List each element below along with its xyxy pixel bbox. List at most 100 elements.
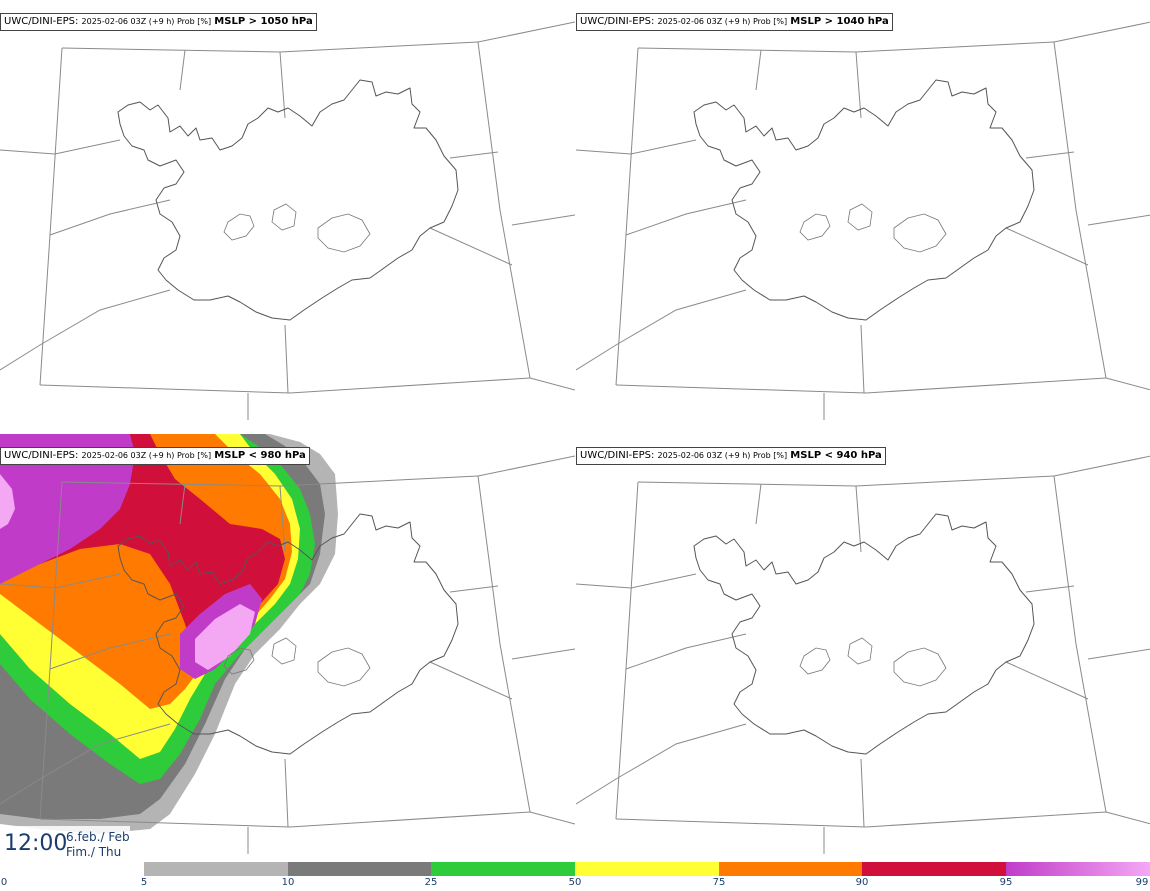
region-boundary bbox=[1025, 151, 1075, 159]
colorbar-segment bbox=[144, 862, 288, 876]
glacier-outline bbox=[893, 213, 947, 253]
region-boundary bbox=[576, 289, 747, 371]
glacier-outline bbox=[317, 647, 371, 687]
region-boundary bbox=[860, 324, 865, 394]
panel-title: UWC/DINI-EPS: 2025-02-06 03Z (+9 h) Prob… bbox=[0, 447, 310, 465]
coastline bbox=[693, 79, 1035, 321]
region-boundary bbox=[449, 151, 499, 159]
region-boundary bbox=[615, 377, 1107, 394]
map-base bbox=[0, 455, 575, 854]
valid-date-line1: 6.feb./ Feb bbox=[66, 830, 130, 844]
region-boundary bbox=[1005, 661, 1089, 700]
region-boundary bbox=[0, 723, 171, 805]
region-boundary bbox=[855, 51, 862, 119]
region-boundary bbox=[576, 723, 747, 805]
region-boundary bbox=[1087, 214, 1150, 226]
region-boundary bbox=[511, 648, 575, 660]
region-boundary bbox=[755, 483, 762, 525]
region-boundary bbox=[284, 324, 289, 394]
region-boundary bbox=[1053, 455, 1150, 477]
region-boundary bbox=[0, 573, 121, 589]
region-boundary bbox=[637, 41, 1055, 53]
map-panel-mslp-gt-1040: UWC/DINI-EPS: 2025-02-06 03Z (+9 h) Prob… bbox=[576, 0, 1150, 433]
region-boundary bbox=[576, 573, 697, 589]
glacier-outline bbox=[847, 637, 873, 665]
region-boundary bbox=[49, 199, 171, 236]
colorbar-segment bbox=[719, 862, 862, 876]
region-boundary bbox=[1087, 648, 1150, 660]
region-boundary bbox=[0, 139, 121, 155]
panel-title: UWC/DINI-EPS: 2025-02-06 03Z (+9 h) Prob… bbox=[576, 447, 886, 465]
colorbar-tick-label: 10 bbox=[281, 877, 295, 888]
colorbar-segment bbox=[0, 862, 144, 876]
region-boundary bbox=[1105, 377, 1150, 391]
glacier-outline bbox=[223, 647, 255, 675]
valid-date-line2: Fim./ Thu bbox=[66, 845, 122, 859]
prob-band-99-100 bbox=[0, 474, 255, 670]
colorbar-segment bbox=[1006, 862, 1150, 876]
colorbar-segment bbox=[862, 862, 1006, 876]
glacier-outline bbox=[317, 213, 371, 253]
probability-colorbar: 0 5 10 25 50 75 90 95 99 bbox=[0, 862, 1150, 891]
coastline bbox=[117, 79, 459, 321]
region-boundary bbox=[855, 485, 862, 553]
region-boundary bbox=[511, 214, 575, 226]
region-boundary bbox=[429, 661, 513, 700]
region-boundary bbox=[61, 41, 479, 53]
glacier-outline bbox=[847, 203, 873, 231]
panel-title: UWC/DINI-EPS: 2025-02-06 03Z (+9 h) Prob… bbox=[0, 13, 317, 31]
glacier-outline bbox=[271, 203, 297, 231]
colorbar-tick-label: 95 bbox=[999, 877, 1013, 888]
region-boundary bbox=[39, 811, 531, 828]
region-boundary bbox=[625, 199, 747, 236]
region-boundary bbox=[39, 377, 531, 394]
region-boundary bbox=[179, 483, 186, 525]
colorbar-segment bbox=[431, 862, 575, 876]
region-boundary bbox=[625, 633, 747, 670]
map-panel-mslp-gt-1050: UWC/DINI-EPS: 2025-02-06 03Z (+9 h) Prob… bbox=[0, 0, 575, 433]
region-boundary bbox=[1005, 227, 1089, 266]
coastline bbox=[693, 513, 1035, 755]
region-boundary bbox=[1053, 475, 1107, 813]
region-boundary bbox=[529, 377, 575, 391]
valid-time: 12:00 bbox=[4, 831, 68, 856]
region-boundary bbox=[637, 475, 1055, 487]
glacier-outline bbox=[223, 213, 255, 241]
colorbar-segment bbox=[288, 862, 431, 876]
region-boundary bbox=[429, 227, 513, 266]
region-boundary bbox=[1053, 41, 1107, 379]
colorbar-tick-label: 99 bbox=[1135, 877, 1149, 888]
region-boundary bbox=[49, 633, 171, 670]
region-boundary bbox=[477, 475, 531, 813]
colorbar-tick-label: 75 bbox=[712, 877, 726, 888]
colorbar-tick-label: 50 bbox=[568, 877, 582, 888]
glacier-outline bbox=[893, 647, 947, 687]
glacier-outline bbox=[799, 213, 831, 241]
region-boundary bbox=[576, 139, 697, 155]
region-boundary bbox=[755, 49, 762, 91]
coastline bbox=[117, 513, 459, 755]
map-panel-mslp-lt-940: UWC/DINI-EPS: 2025-02-06 03Z (+9 h) Prob… bbox=[576, 434, 1150, 867]
colorbar-tick-label: 0 bbox=[0, 877, 8, 888]
valid-time-box: 12:00 6.feb./ Feb Fim./ Thu bbox=[0, 826, 130, 862]
region-boundary bbox=[529, 811, 575, 825]
colorbar-tick-label: 5 bbox=[140, 877, 148, 888]
panel-title: UWC/DINI-EPS: 2025-02-06 03Z (+9 h) Prob… bbox=[576, 13, 893, 31]
region-boundary bbox=[449, 585, 499, 593]
region-boundary bbox=[284, 758, 289, 828]
region-boundary bbox=[477, 21, 575, 43]
region-boundary bbox=[477, 41, 531, 379]
region-boundary bbox=[0, 289, 171, 371]
map-base bbox=[0, 21, 575, 420]
region-boundary bbox=[179, 49, 186, 91]
region-boundary bbox=[477, 455, 575, 477]
glacier-outline bbox=[799, 647, 831, 675]
region-boundary bbox=[615, 811, 1107, 828]
colorbar-segment bbox=[575, 862, 719, 876]
glacier-outline bbox=[271, 637, 297, 665]
region-boundary bbox=[279, 485, 286, 553]
colorbar-tick-label: 90 bbox=[855, 877, 869, 888]
map-base bbox=[576, 21, 1150, 420]
region-boundary bbox=[279, 51, 286, 119]
region-boundary bbox=[61, 475, 479, 487]
